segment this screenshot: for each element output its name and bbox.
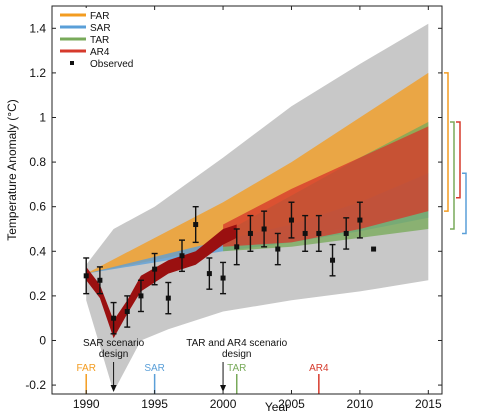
observed-point — [371, 246, 377, 252]
observed-point — [206, 257, 213, 290]
observed-marker — [302, 230, 308, 236]
observed-point — [165, 281, 172, 315]
annotation-text: SAR scenario — [83, 338, 145, 349]
observed-marker — [206, 271, 212, 277]
x-tick-label: 2000 — [210, 397, 237, 411]
legend-label: FAR — [90, 11, 109, 22]
observed-point — [110, 301, 117, 335]
observed-marker — [371, 246, 377, 252]
observed-point — [124, 295, 131, 328]
annotation-arrowhead — [110, 385, 117, 392]
report-marker-far: FAR — [76, 363, 96, 394]
bracket-sar — [462, 172, 467, 235]
report-marker-label: SAR — [144, 363, 165, 374]
observed-marker — [316, 230, 322, 236]
report-marker-ar4: AR4 — [309, 363, 329, 394]
legend-item-sar: SAR — [60, 23, 111, 34]
legend-label: SAR — [90, 23, 111, 34]
observed-marker — [193, 222, 199, 228]
report-marker-sar: SAR — [144, 363, 165, 394]
legend-label: Observed — [90, 59, 133, 70]
observed-point — [137, 279, 144, 313]
observed-marker — [124, 308, 130, 314]
legend-item-tar: TAR — [60, 35, 109, 46]
hindcast-band — [86, 224, 237, 339]
plot-border — [51, 5, 443, 395]
observed-marker — [247, 230, 253, 236]
legend-label: TAR — [90, 35, 109, 46]
annotation-text: design — [222, 349, 251, 360]
y-tick-label: 1 — [39, 110, 46, 124]
observed-marker — [220, 275, 226, 281]
y-tick-label: 0 — [39, 333, 46, 347]
bracket-far — [444, 72, 449, 212]
observed-point — [288, 201, 295, 239]
x-tick-label: 2005 — [278, 397, 305, 411]
band-ar4 — [223, 126, 429, 247]
report-marker-label: TAR — [227, 363, 246, 374]
y-tick-label: 1.2 — [29, 66, 46, 80]
y-tick-label: 0.6 — [29, 200, 46, 214]
observed-point — [343, 217, 350, 250]
annotation-arrowhead — [220, 385, 227, 392]
legend-item-ar4: AR4 — [60, 47, 110, 58]
observed-point — [261, 210, 268, 248]
report-marker-label: AR4 — [309, 363, 329, 374]
observed-marker — [275, 246, 281, 252]
observed-point — [179, 239, 185, 273]
y-tick-label: 0.8 — [29, 155, 46, 169]
observed-marker — [111, 315, 117, 321]
observed-point — [315, 214, 322, 252]
observed-point — [233, 228, 240, 266]
observed-marker — [97, 277, 103, 283]
bracket-ar4 — [456, 121, 461, 199]
annotation-text: TAR and AR4 scenario — [186, 338, 287, 349]
y-tick-label: 0.2 — [29, 289, 46, 303]
observed-marker — [234, 244, 240, 250]
observed-point — [247, 214, 254, 252]
y-axis-label: Temperature Anomaly (°C) — [5, 99, 19, 241]
y-tick-label: 0.4 — [29, 244, 46, 258]
observed-point — [356, 201, 363, 239]
legend-label: AR4 — [90, 47, 110, 58]
observed-marker — [261, 226, 267, 232]
observed-point — [329, 243, 336, 277]
x-axis-label: Year — [265, 400, 289, 414]
observed-point — [302, 214, 309, 252]
report-marker-tar: TAR — [227, 363, 246, 394]
x-tick-label: 1995 — [141, 397, 168, 411]
legend-item-far: FAR — [60, 11, 109, 22]
observed-point — [96, 266, 103, 295]
legend-item-observed: Observed — [70, 59, 133, 70]
annotation-text: design — [99, 349, 128, 360]
y-tick-label: 1.4 — [29, 21, 46, 35]
observed-marker — [165, 295, 171, 301]
legend-swatch — [70, 61, 74, 65]
report-marker-label: FAR — [76, 363, 95, 374]
observed-marker — [343, 230, 349, 236]
observed-point — [274, 232, 281, 266]
observed-marker — [179, 253, 185, 259]
bracket-tar — [450, 121, 455, 230]
x-tick-label: 2010 — [347, 397, 374, 411]
observed-point — [83, 257, 90, 295]
x-tick-label: 2015 — [415, 397, 442, 411]
x-tick-label: 1990 — [73, 397, 100, 411]
observed-marker — [288, 217, 294, 223]
observed-marker — [357, 217, 363, 223]
observed-point — [220, 261, 227, 295]
observed-marker — [330, 257, 336, 263]
observed-marker — [152, 266, 158, 272]
y-tick-label: -0.2 — [25, 378, 46, 392]
observed-marker — [138, 293, 144, 299]
observed-marker — [83, 273, 89, 279]
observed-point — [151, 252, 158, 286]
observed-point — [192, 205, 199, 244]
